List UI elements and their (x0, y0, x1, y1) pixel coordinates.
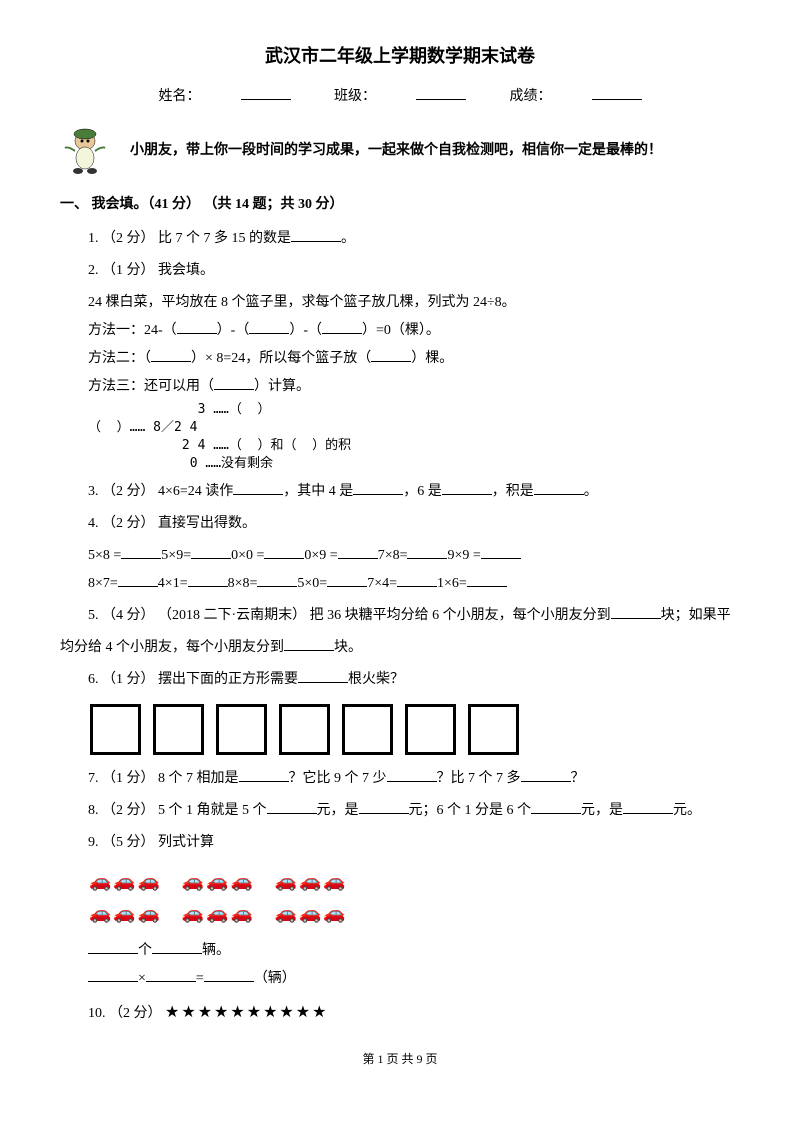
q2-desc: 24 棵白菜，平均放在 8 个篮子里，求每个篮子放几棵，列式为 24÷8。 (88, 289, 740, 317)
q9-equation: ×=（辆） (88, 965, 740, 993)
score-label: 成绩： (510, 89, 552, 104)
intro-row: 小朋友，带上你一段时间的学习成果，一起来做个自我检测吧，相信你一定是最棒的！ (60, 126, 740, 176)
q9-answer1: 个辆。 (88, 937, 740, 965)
question-4: 4. （2 分） 直接写出得数。 (88, 510, 740, 538)
match-square-icon (88, 702, 143, 757)
section-1-header: 一、 我会填。（41 分） （共 14 题；共 30 分） (60, 192, 740, 217)
match-square-icon (340, 702, 395, 757)
question-2: 2. （1 分） 我会填。 (88, 257, 740, 285)
class-label: 班级： (334, 89, 376, 104)
question-3: 3. （2 分） 4×6=24 读作，其中 4 是，6 是，积是。 (88, 478, 740, 506)
q1-text: 1. （2 分） 比 7 个 7 多 15 的数是 (88, 231, 291, 246)
intro-text: 小朋友，带上你一段时间的学习成果，一起来做个自我检测吧，相信你一定是最棒的！ (130, 138, 740, 163)
page-title: 武汉市二年级上学期数学期末试卷 (60, 40, 740, 72)
match-square-icon (403, 702, 458, 757)
question-5: 5. （4 分） （2018 二下·云南期末） 把 36 块糖平均分给 6 个小… (88, 602, 740, 630)
division-diagram: 3 ……（ ） （ ）…… 8／2 4 2 4 ……（ ）和（ ）的积 0 ……… (88, 401, 740, 474)
question-1: 1. （2 分） 比 7 个 7 多 15 的数是 。 (88, 225, 740, 253)
match-square-icon (214, 702, 269, 757)
question-9: 9. （5 分） 列式计算 (88, 829, 740, 857)
q5-cont: 均分给 4 个小朋友，每个小朋友分到块。 (60, 634, 740, 662)
cars-diagram: 🚗🚗🚗 🚗🚗🚗 🚗🚗🚗 🚗🚗🚗 🚗🚗🚗 🚗🚗🚗 (88, 865, 740, 930)
score-blank[interactable] (592, 84, 642, 100)
q4-row2: 8×7=4×1=8×8=5×0=7×4=1×6= (88, 570, 740, 598)
question-10: 10. （2 分） ★★★★★★★★★★ (88, 997, 740, 1029)
question-7: 7. （1 分） 8 个 7 相加是？它比 9 个 7 少？比 7 个 7 多？ (88, 765, 740, 793)
match-square-icon (466, 702, 521, 757)
q2-method2: 方法二：（）× 8=24，所以每个篮子放（）棵。 (88, 345, 740, 373)
q2-method1: 方法一：24-（）-（）-（）=0（棵）。 (88, 317, 740, 345)
name-blank[interactable] (241, 84, 291, 100)
stars-icon: ★★★★★★★★★★ (165, 1004, 328, 1021)
question-6: 6. （1 分） 摆出下面的正方形需要根火柴？ (88, 666, 740, 694)
match-square-icon (151, 702, 206, 757)
name-label: 姓名： (159, 89, 201, 104)
student-info-row: 姓名： 班级： 成绩： (60, 84, 740, 109)
q2-method3: 方法三：还可以用（）计算。 (88, 373, 740, 401)
q4-row1: 5×8 =5×9=0×0 =0×9 =7×8=9×9 = (88, 542, 740, 570)
page-footer: 第 1 页 共 9 页 (60, 1049, 740, 1071)
matchstick-squares (88, 702, 740, 757)
question-8: 8. （2 分） 5 个 1 角就是 5 个元，是元；6 个 1 分是 6 个元… (88, 797, 740, 825)
mascot-icon (60, 126, 110, 176)
class-blank[interactable] (416, 84, 466, 100)
match-square-icon (277, 702, 332, 757)
q1-suffix: 。 (341, 231, 355, 246)
q1-blank[interactable] (291, 226, 341, 242)
